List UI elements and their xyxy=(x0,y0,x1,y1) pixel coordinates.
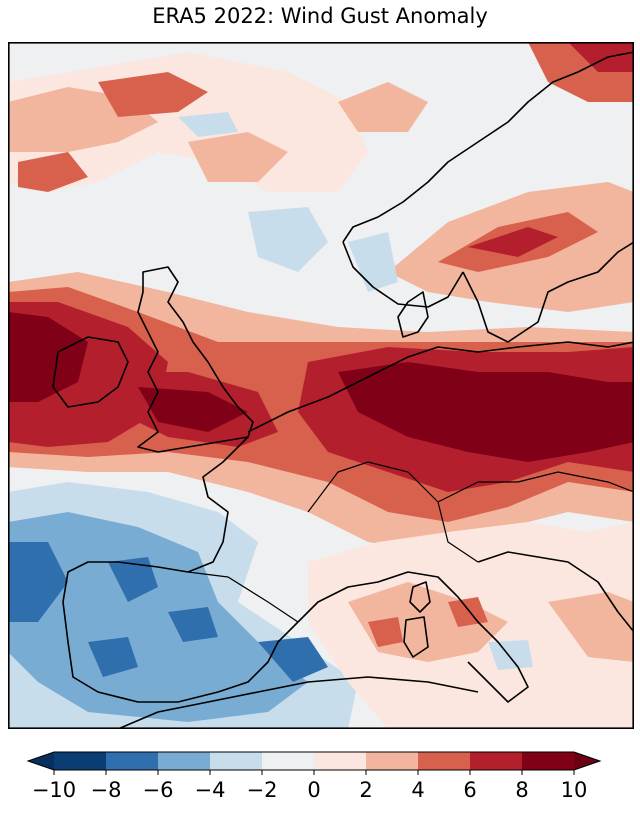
anomaly-patch xyxy=(188,132,288,182)
anomaly-patch xyxy=(548,592,634,662)
colorbar-tick-label: −2 xyxy=(246,778,278,802)
coastline-corsica xyxy=(409,581,431,613)
anomaly-patch xyxy=(18,152,88,192)
colorbar-over-arrow xyxy=(574,752,600,770)
coastline-north-europe xyxy=(247,341,634,433)
colorbar-tick-label: 2 xyxy=(359,778,373,802)
anomaly-patch xyxy=(108,557,158,602)
colorbar-bin xyxy=(158,752,211,770)
anomaly-map xyxy=(8,42,634,729)
coastline-norway xyxy=(342,51,634,243)
anomaly-patch xyxy=(338,82,428,132)
anomaly-patch xyxy=(488,640,533,670)
colorbar: −10 −8 −6 −4 −2 0 2 4 6 8 10 xyxy=(24,748,604,818)
border-segment xyxy=(307,461,479,563)
colorbar-bin xyxy=(54,752,107,770)
colorbar-bin xyxy=(418,752,471,770)
colorbar-bin xyxy=(470,752,523,770)
coastline-denmark xyxy=(397,291,429,338)
colorbar-bin xyxy=(314,752,367,770)
colorbar-tick-label: 0 xyxy=(307,778,321,802)
anomaly-patch xyxy=(448,597,488,627)
coastlines xyxy=(52,51,634,729)
anomaly-patch xyxy=(88,637,138,677)
coastline-italy xyxy=(297,571,529,703)
anomaly-patch xyxy=(468,227,558,257)
borders xyxy=(187,461,634,623)
border-segment xyxy=(437,471,634,503)
colorbar-bin xyxy=(366,752,419,770)
colorbar-tick-label: −8 xyxy=(90,778,122,802)
map-frame xyxy=(8,42,634,729)
anomaly-patch xyxy=(178,112,238,137)
anomaly-patch xyxy=(568,42,634,72)
coastline-south-norway xyxy=(342,241,464,308)
map-canvas xyxy=(8,42,634,729)
coastline-adriatic xyxy=(477,551,634,633)
coastline-great-britain xyxy=(137,266,254,453)
colorbar-bin xyxy=(106,752,159,770)
coastline-sardinia xyxy=(403,616,429,658)
anomaly-patch xyxy=(8,312,88,402)
colorbar-bin xyxy=(262,752,315,770)
coastline-ireland xyxy=(52,336,129,408)
colorbar-tick-label: −4 xyxy=(194,778,226,802)
anomaly-patch xyxy=(138,387,248,432)
colorbar-tick-label: 8 xyxy=(515,778,529,802)
colorbar-tick-label: 10 xyxy=(560,778,588,802)
colorbar-tick-label: −10 xyxy=(31,778,77,802)
anomaly-patch xyxy=(368,617,403,647)
anomaly-patch xyxy=(348,232,398,292)
colorbar-under-arrow xyxy=(28,752,54,770)
map-title: ERA5 2022: Wind Gust Anomaly xyxy=(152,4,488,28)
anomaly-patch xyxy=(338,362,634,462)
colorbar-bin xyxy=(210,752,263,770)
anomaly-patch xyxy=(98,72,208,117)
colorbar-graphic xyxy=(26,751,602,775)
colorbar-bin xyxy=(522,752,575,770)
coastline-france-iberia xyxy=(62,436,299,703)
colorbar-tick-label: 6 xyxy=(463,778,477,802)
anomaly-patch xyxy=(248,207,328,272)
coastline-sweden xyxy=(462,241,634,343)
anomaly-patch xyxy=(8,542,68,622)
coastline-north-africa xyxy=(117,676,479,729)
colorbar-tick-label: 4 xyxy=(411,778,425,802)
border-segment xyxy=(187,571,299,623)
anomaly-patch xyxy=(168,607,218,642)
colorbar-tick-label: −6 xyxy=(142,778,174,802)
